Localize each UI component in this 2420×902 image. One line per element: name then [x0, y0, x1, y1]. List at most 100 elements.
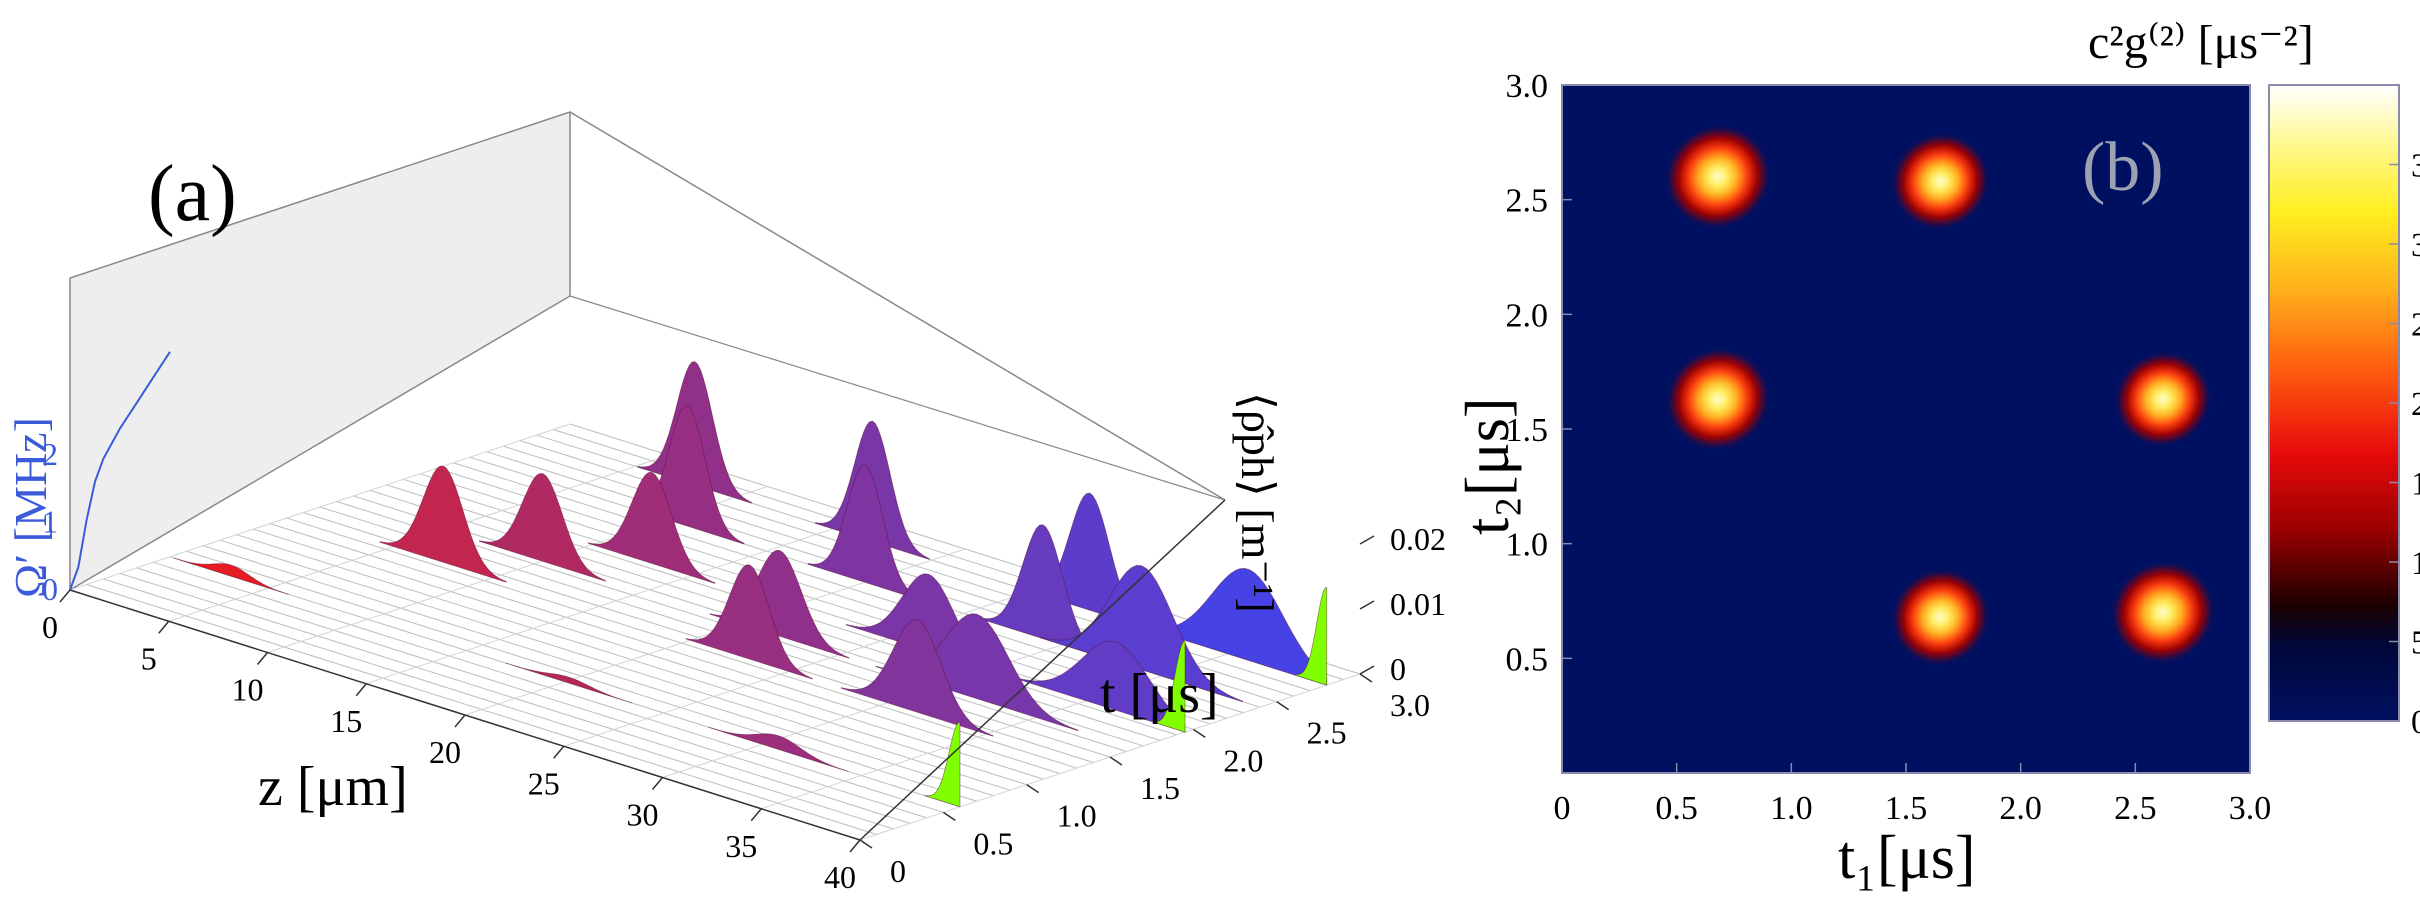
heatmap-peak — [1893, 571, 1988, 663]
colorbar-tick-label: 0 — [2411, 704, 2420, 741]
z-gridline — [69, 423, 571, 591]
heatmap-x-tick-label: 2.0 — [1999, 790, 2042, 827]
density-peak — [173, 557, 289, 595]
t-tick-label: 1.5 — [1140, 770, 1180, 806]
density-tick-mark — [1359, 600, 1375, 610]
t-tick-mark — [1109, 756, 1123, 766]
colorbar-tick-label: 25 — [2411, 307, 2420, 344]
heatmap-peak — [1893, 135, 1988, 228]
density-tick-mark — [1359, 535, 1375, 545]
heatmap-peak — [2116, 354, 2209, 445]
t-tick-mark — [1192, 728, 1206, 738]
control-field-curve — [69, 351, 171, 591]
z-tick-mark — [256, 652, 269, 665]
top-back-edge — [569, 111, 1226, 501]
t-tick-label: 2.5 — [1307, 715, 1347, 751]
z-tick-label: 10 — [232, 672, 264, 708]
control-field-label: Ω′ [MHz] — [5, 417, 56, 598]
floor-back-edge — [569, 295, 1226, 501]
heatmap-x-ticks: 0 0.5 1.0 1.5 2.0 2.5 3.0 — [1554, 763, 2272, 827]
control-field-ticks: 0 1 2 — [42, 436, 58, 607]
z-gridline — [563, 579, 1064, 747]
heatmap-x-tick-label: 0 — [1554, 790, 1571, 827]
edge-density-peak — [1294, 587, 1328, 686]
heatmap-y-tick-label: 1.5 — [1506, 412, 1549, 449]
control-field-tick-label: 2 — [42, 436, 58, 472]
z-tick-label: 25 — [528, 765, 560, 801]
z-tick-mark — [59, 589, 71, 603]
z-axis-ticks: 0 5 10 15 20 25 30 35 40 — [42, 589, 861, 895]
heatmap-y-tick-label: 2.0 — [1506, 297, 1549, 334]
heatmap-y-tick-label: 3.0 — [1506, 68, 1549, 105]
z-tick-label: 40 — [824, 859, 856, 895]
heatmap-x-label: t₁[μs] — [1838, 824, 1976, 892]
z-tick-mark — [454, 714, 466, 728]
heatmap-y-label: t₂[μs] — [1454, 397, 1522, 535]
density-peak — [685, 564, 813, 680]
colorbar — [2268, 84, 2400, 722]
z-tick-label: 35 — [725, 828, 757, 864]
density-peak — [807, 464, 923, 601]
density-peak — [588, 471, 716, 584]
panel-b-label: (b) — [2082, 129, 2164, 206]
control-field-tick-label: 1 — [42, 504, 58, 540]
density-tick-label: 0 — [1390, 651, 1406, 687]
z-tick-mark — [750, 808, 762, 822]
density-tick-mark — [1359, 665, 1375, 675]
z-tick-label: 30 — [627, 797, 659, 833]
z-tick-label: 0 — [42, 609, 58, 645]
heatmap-x-tick-label: 1.0 — [1770, 790, 1813, 827]
t-tick-mark — [942, 811, 956, 821]
heatmap-x-tick-label: 0.5 — [1655, 790, 1698, 827]
colorbar-tick-label: 20 — [2411, 386, 2420, 423]
control-field-tick-label: 0 — [42, 571, 58, 607]
t-tick-label: 0.5 — [973, 825, 1013, 861]
heatmap-x-tick-label: 2.5 — [2114, 790, 2157, 827]
z-tick-mark — [158, 620, 170, 634]
panel-b-correlation-heatmap: 0 0.5 1.0 1.5 2.0 2.5 3.0 0.5 1.0 1.5 2.0 2.5 3.0 (… — [1454, 16, 2420, 892]
z-axis-label: z [μm] — [258, 756, 408, 818]
density-peak — [379, 465, 507, 583]
heatmap-peak — [1667, 127, 1769, 227]
z-tick-mark — [553, 745, 565, 759]
z-tick-label: 15 — [330, 703, 362, 739]
t-tick-mark — [859, 839, 873, 849]
density-tick-label: 0.02 — [1390, 521, 1446, 557]
colorbar-tick-label: 5 — [2411, 625, 2420, 662]
t-tick-label: 2.0 — [1223, 742, 1263, 778]
colorbar-label: c²g⁽²⁾ [μs⁻²] — [2088, 16, 2314, 69]
z-tick-mark — [651, 777, 664, 790]
colorbar-tick-label: 30 — [2411, 227, 2420, 264]
z-tick-label: 20 — [429, 734, 461, 770]
density-peak — [840, 619, 994, 737]
t-tick-label: 0 — [890, 853, 906, 889]
heatmap-x-tick-label: 3.0 — [2229, 790, 2272, 827]
density-axis-ticks: 0 0.01 0.02 — [1359, 521, 1446, 687]
t-axis-line — [859, 499, 1226, 841]
z-tick-mark — [849, 839, 861, 853]
panel-a-label: (a) — [148, 150, 237, 238]
t-axis-ticks: 0 0.5 1.0 1.5 2.0 2.5 3.0 — [859, 673, 1430, 889]
colorbar-tick-label: 10 — [2411, 545, 2420, 582]
heatmap-y-ticks: 0.5 1.0 1.5 2.0 2.5 3.0 — [1506, 68, 1572, 678]
z-tick-mark — [355, 683, 367, 697]
z-gridline — [366, 517, 867, 685]
t-tick-mark — [1359, 673, 1373, 683]
edge-density-peak — [924, 721, 961, 808]
t-tick-mark — [1276, 701, 1290, 711]
t-tick-label: 1.0 — [1057, 798, 1097, 834]
density-peak — [505, 662, 633, 704]
density-tick-label: 0.01 — [1390, 586, 1446, 622]
density-curves — [173, 361, 1328, 808]
colorbar-ticks: 0 5 10 15 20 25 30 35 — [2389, 148, 2420, 741]
edge-density-peak — [1153, 640, 1186, 733]
density-peak — [1040, 564, 1243, 703]
density-peak — [1008, 640, 1186, 733]
z-tick-label: 5 — [141, 640, 157, 676]
colorbar-tick-label: 15 — [2411, 466, 2420, 503]
t-axis-label: t [μs] — [1100, 663, 1219, 725]
heatmap-y-tick-label: 1.0 — [1506, 527, 1549, 564]
colorbar-tick-label: 35 — [2411, 148, 2420, 185]
